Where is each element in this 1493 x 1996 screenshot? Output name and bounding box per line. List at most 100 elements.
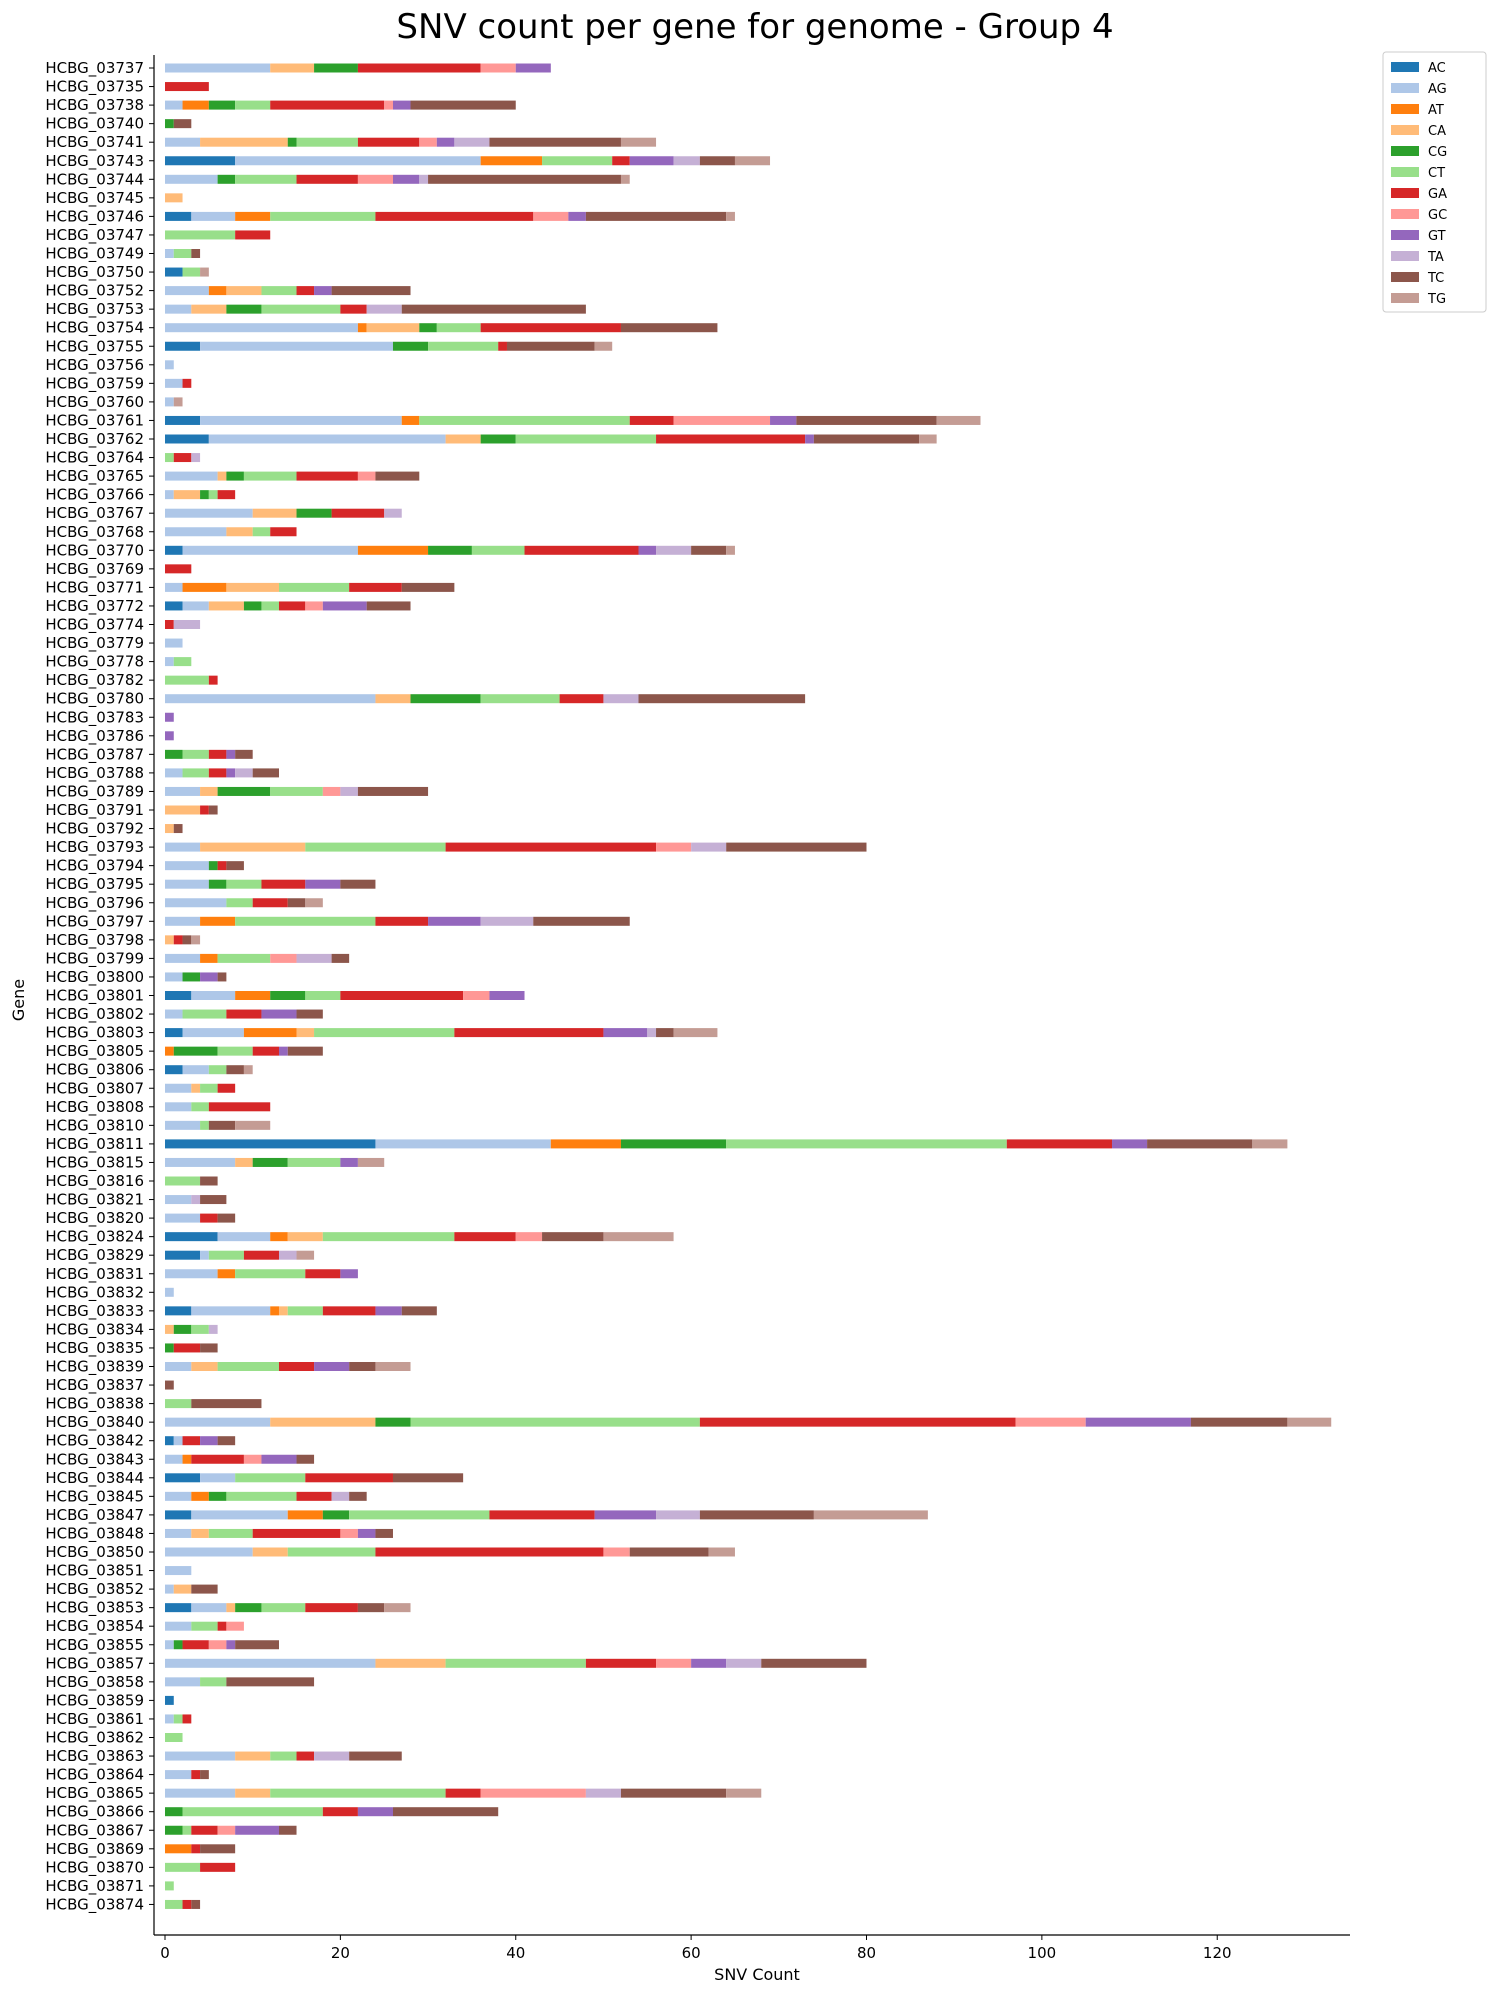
legend-swatch-ta (1391, 251, 1419, 261)
bar-segment-ac (165, 1139, 376, 1149)
bar-segment-ga (340, 304, 367, 314)
y-tick-label: HCBG_03851 (45, 1562, 144, 1581)
bar-segment-ac (165, 1306, 192, 1316)
bar-segment-gc (533, 211, 569, 221)
y-tick-label: HCBG_03738 (45, 96, 144, 115)
bar-segment-ca (252, 1547, 288, 1557)
bar-segment-tc (349, 1491, 367, 1501)
bar-segment-ga (200, 805, 209, 815)
y-tick-label: HCBG_03788 (45, 764, 144, 783)
bar-segment-tc (226, 861, 244, 871)
bar-segment-ag (165, 1788, 236, 1798)
bar-segment-tg (603, 1232, 674, 1242)
y-tick-label: HCBG_03844 (45, 1469, 144, 1488)
bar-segment-ac (165, 1436, 174, 1446)
bar-segment-ct (471, 545, 525, 555)
bar-segment-ag (165, 137, 201, 147)
bar-segment-ct (200, 1083, 218, 1093)
bar-segment-ga (305, 1603, 358, 1613)
bar-segment-cg (270, 991, 306, 1000)
bar-segment-cg (165, 119, 174, 129)
y-tick-label: HCBG_03766 (45, 486, 144, 505)
legend-swatch-tg (1391, 293, 1419, 303)
bar-segment-ga (243, 1250, 279, 1260)
bar-segment-ac (165, 1028, 183, 1038)
bar-segment-cg (287, 137, 297, 147)
y-tick-label: HCBG_03765 (45, 467, 144, 486)
y-tick-label: HCBG_03755 (45, 337, 144, 356)
bar-segment-ag (165, 527, 227, 537)
bar-segment-ta (235, 768, 253, 778)
bar-segment-ga (182, 1899, 192, 1909)
legend-swatch-ca (1391, 125, 1419, 135)
bar-segment-ac (165, 156, 236, 166)
bar-segment-cg (165, 1343, 174, 1353)
y-tick-label: HCBG_03792 (45, 820, 144, 839)
bar-segment-cg (410, 694, 481, 704)
bar-segment-ta (384, 508, 402, 518)
x-tick-label: 120 (1203, 1944, 1232, 1962)
bar-segment-at (243, 1028, 297, 1038)
bar-segment-ag (165, 861, 209, 871)
bar-segment-at (550, 1139, 621, 1149)
bar-segment-tc (366, 601, 411, 611)
bar-segment-gc (357, 174, 393, 184)
bar-segment-ta (278, 1250, 297, 1260)
bar-segment-ct (191, 1102, 209, 1112)
bar-segment-ta (673, 156, 700, 166)
y-tick-label: HCBG_03870 (45, 1858, 144, 1877)
legend: AC AG AT CA CG CT GA GC GT TA TC TG (1382, 51, 1487, 313)
bar-segment-gc (656, 842, 692, 852)
bar-segment-ac (165, 1473, 201, 1483)
bar-segment-ga (252, 898, 288, 908)
bar-segment-ct (296, 137, 358, 147)
bar-segment-ct (287, 1547, 376, 1557)
bar-segment-cg (208, 879, 227, 889)
bar-segment-gt (278, 1046, 288, 1056)
legend-label-tc: TC (1427, 271, 1444, 286)
bar-segment-ga (489, 1510, 595, 1520)
bar-segment-ag (165, 916, 201, 926)
bar-segment-ag (182, 601, 209, 611)
bar-segment-ta (656, 1510, 700, 1520)
bar-segment-ag (165, 286, 209, 296)
bar-segment-at (191, 1491, 209, 1501)
bar-segment-gc (673, 415, 771, 425)
bar-segment-ag (191, 1306, 271, 1316)
bar-segment-gt (226, 768, 236, 778)
bar-segment-ga (217, 1083, 236, 1093)
bar-segment-tg (191, 935, 201, 945)
bar-segment-ga (498, 341, 507, 351)
bar-segment-tc (226, 1677, 315, 1687)
bar-segment-ga (296, 286, 315, 296)
bar-segment-ac (165, 267, 183, 277)
bar-segment-ag (165, 953, 201, 963)
bar-segment-cg (217, 786, 271, 796)
bar-segment-ta (191, 1195, 201, 1205)
bar-segment-tc (585, 211, 727, 221)
bar-segment-tc (226, 1065, 244, 1075)
bar-segment-ta (691, 842, 727, 852)
bar-segment-ct (173, 1714, 183, 1724)
legend-label-ga: GA (1428, 187, 1447, 202)
bar-segment-ag (165, 1677, 201, 1687)
bar-segment-gt (638, 545, 657, 555)
bar-segment-ga (480, 323, 621, 333)
y-tick-label: HCBG_03789 (45, 782, 144, 801)
bar-segment-tc (296, 1009, 323, 1019)
bar-segment-gc (357, 471, 376, 481)
bar-segment-ac (165, 1250, 201, 1260)
bar-segment-ca (226, 286, 262, 296)
y-axis-label: Gene (9, 979, 28, 1021)
bar-segment-gc (480, 1788, 586, 1798)
bar-segment-gt (165, 731, 174, 741)
bar-segment-ga (305, 1473, 393, 1483)
y-tick-label: HCBG_03795 (45, 875, 144, 894)
y-tick-label: HCBG_03740 (45, 115, 144, 134)
bar-segment-tc (200, 1195, 227, 1205)
chart-title: SNV count per gene for genome - Group 4 (396, 7, 1113, 47)
bar-segment-ta (647, 1028, 657, 1038)
bar-segment-ct (410, 1417, 700, 1427)
bar-segment-ca (366, 323, 420, 333)
bar-segment-tc (392, 1807, 499, 1817)
